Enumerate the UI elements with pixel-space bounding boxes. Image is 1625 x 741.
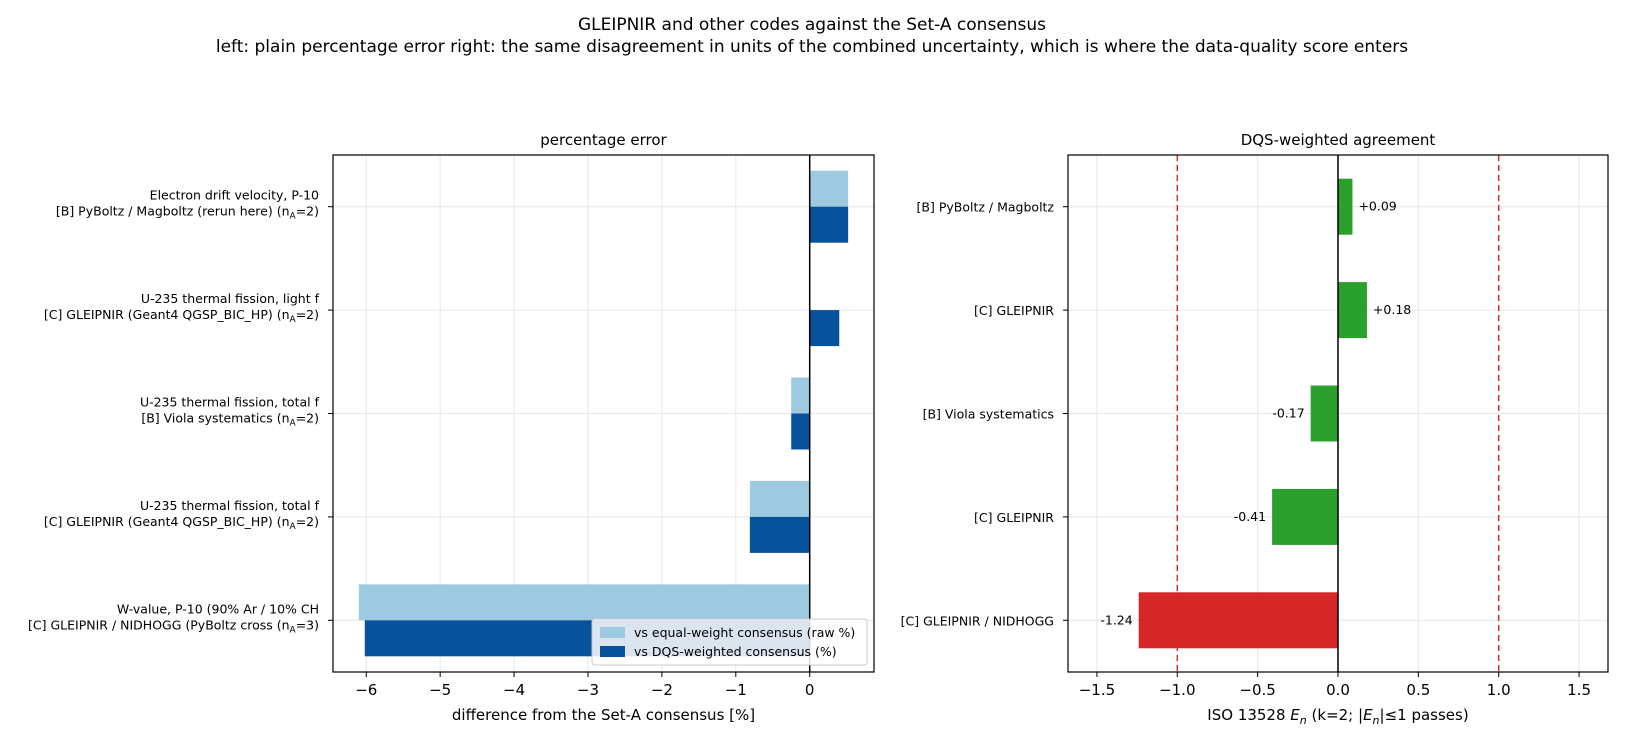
panel-title: percentage error xyxy=(540,131,667,149)
x-axis-label: difference from the Set-A consensus [%] xyxy=(452,706,755,724)
y-tick-label: [C] GLEIPNIR / NIDHOGG xyxy=(901,613,1054,628)
bar-en-4 xyxy=(1138,592,1338,649)
bar-raw-0 xyxy=(809,170,849,207)
y-tick-label: [B] PyBoltz / Magboltz (rerun here) (nA=… xyxy=(56,204,319,222)
data-label: +0.18 xyxy=(1373,302,1411,317)
dqs-agreement-panel: +0.09 +0.18 -0.17 -0.41 -1.24 −1.5 −1.0 −0.5 0.0… xyxy=(901,131,1609,727)
y-tick-label: Electron drift velocity, P-10 xyxy=(150,188,319,203)
y-tick-label: U-235 thermal fission, total f xyxy=(140,498,320,513)
bar-dqs-3 xyxy=(749,516,810,553)
legend-swatch xyxy=(600,627,625,638)
y-tick-label: [C] GLEIPNIR xyxy=(974,303,1054,318)
y-tick-label: W-value, P-10 (90% Ar / 10% CH xyxy=(117,601,319,616)
y-tick-label: [C] GLEIPNIR (Geant4 QGSP_BIC_HP) (nA=2) xyxy=(44,514,319,532)
x-tick-label: −4 xyxy=(503,681,525,699)
x-tick-label: −1.5 xyxy=(1079,681,1115,699)
x-tick-label: −3 xyxy=(577,681,599,699)
y-tick-label: [B] PyBoltz / Magboltz xyxy=(917,200,1055,215)
x-tick-label: −2 xyxy=(651,681,673,699)
y-tick-label: [B] Viola systematics xyxy=(923,407,1054,422)
bar-raw-3 xyxy=(749,480,810,517)
legend-swatch xyxy=(600,646,625,657)
x-tick-label: −0.5 xyxy=(1239,681,1275,699)
x-tick-label: −1.0 xyxy=(1159,681,1195,699)
percentage-error-panel: −6 −5 −4 −3 −2 −1 0 Electron drift velocity, P-… xyxy=(28,131,875,724)
bar-dqs-0 xyxy=(809,206,849,243)
data-label: -0.41 xyxy=(1234,509,1266,524)
legend-label: vs equal-weight consensus (raw %) xyxy=(634,625,855,640)
bar-dqs-1 xyxy=(809,310,840,347)
x-tick-label: 0.5 xyxy=(1406,681,1430,699)
x-tick-label: −6 xyxy=(355,681,377,699)
bar-en-2 xyxy=(1310,385,1338,442)
y-tick-label: U-235 thermal fission, total f xyxy=(140,395,320,410)
legend-label: vs DQS-weighted consensus (%) xyxy=(634,644,837,659)
x-tick-label: 0.0 xyxy=(1326,681,1350,699)
x-tick-label: 0 xyxy=(805,681,815,699)
legend-box xyxy=(591,618,868,666)
data-label: -1.24 xyxy=(1100,612,1132,627)
bar-raw-2 xyxy=(791,377,810,414)
x-tick-label: 1.0 xyxy=(1487,681,1511,699)
y-tick-label: [C] GLEIPNIR xyxy=(974,510,1054,525)
figure-title-line2: left: plain percentage error right: the … xyxy=(216,37,1408,57)
bar-dqs-2 xyxy=(791,413,810,450)
x-axis-label: ISO 13528 En (k=2; |En|≤1 passes) xyxy=(1207,706,1468,727)
data-label: -0.17 xyxy=(1272,406,1304,421)
bar-en-0 xyxy=(1338,178,1353,235)
data-label: +0.09 xyxy=(1358,199,1396,214)
x-tick-label: −5 xyxy=(429,681,451,699)
x-tick-label: −1 xyxy=(725,681,747,699)
panel-title: DQS-weighted agreement xyxy=(1241,131,1436,149)
y-tick-label: U-235 thermal fission, light f xyxy=(141,291,320,306)
bar-en-1 xyxy=(1338,282,1367,339)
y-tick-label: [B] Viola systematics (nA=2) xyxy=(141,411,319,429)
x-tick-label: 1.5 xyxy=(1567,681,1591,699)
y-tick-label: [C] GLEIPNIR / NIDHOGG (PyBoltz cross (n… xyxy=(28,617,319,635)
figure-title-line1: GLEIPNIR and other codes against the Set… xyxy=(578,15,1046,35)
y-tick-label: [C] GLEIPNIR (Geant4 QGSP_BIC_HP) (nA=2) xyxy=(44,307,319,325)
bar-en-3 xyxy=(1272,488,1338,545)
bar-raw-4 xyxy=(358,584,810,621)
